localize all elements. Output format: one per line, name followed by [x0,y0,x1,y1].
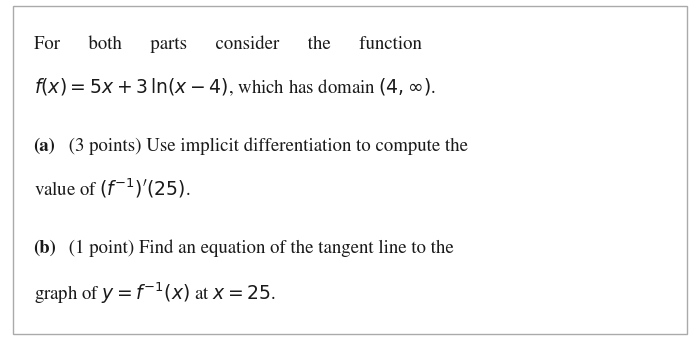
Text: $f(x) = 5x + 3\,\ln(x - 4)$, which has domain $(4, \infty)$.: $f(x) = 5x + 3\,\ln(x - 4)$, which has d… [34,76,435,98]
FancyBboxPatch shape [13,6,687,334]
Text: (a): (a) [34,138,55,155]
Text: graph of $y = f^{-1}(x)$ at $x = 25$.: graph of $y = f^{-1}(x)$ at $x = 25$. [34,280,275,306]
Text: (1 point) Find an equation of the tangent line to the: (1 point) Find an equation of the tangen… [64,240,454,257]
Text: value of $(f^{-1})^{\prime}(25)$.: value of $(f^{-1})^{\prime}(25)$. [34,177,190,200]
Text: (3 points) Use implicit differentiation to compute the: (3 points) Use implicit differentiation … [64,138,468,155]
Text: For      both      parts      consider      the      function: For both parts consider the function [34,36,421,53]
Text: (b): (b) [34,240,57,257]
